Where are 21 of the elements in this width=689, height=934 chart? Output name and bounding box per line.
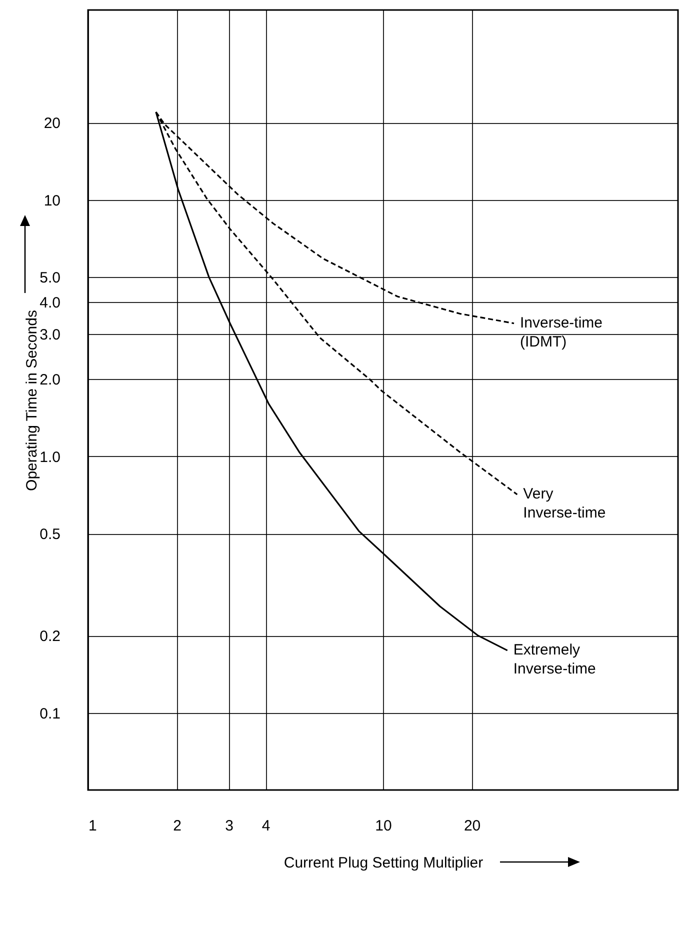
y-tick-label: 0.2 [40, 628, 60, 646]
x-tick-label: 20 [464, 818, 481, 834]
y-tick-label: 4.0 [40, 294, 60, 312]
y-axis-title: Operating Time in Seconds [24, 310, 40, 491]
y-tick-label: 0.5 [40, 526, 60, 544]
x-tick-label: 1 [88, 818, 97, 834]
x-tick-label: 10 [375, 818, 392, 834]
y-tick-label: 2.0 [40, 372, 60, 389]
y-tick-label: 5.0 [40, 270, 60, 287]
x-tick-label: 3 [225, 818, 234, 834]
x-tick-label: 4 [262, 818, 270, 834]
y-tick-label: 1.0 [40, 448, 60, 466]
y-tick-label: 10 [44, 192, 60, 210]
series-label: Inverse-time (IDMT) [520, 314, 603, 350]
y-tick-label: 0.1 [40, 705, 60, 722]
series-label: Very Inverse-time [523, 485, 606, 522]
x-axis-title: Current Plug Setting Multiplier [284, 854, 484, 872]
y-tick-label: 3.0 [40, 326, 60, 344]
series-label: Extremely Inverse-time [513, 641, 596, 678]
y-tick-label: 20 [44, 115, 60, 132]
x-tick-label: 2 [173, 818, 182, 834]
